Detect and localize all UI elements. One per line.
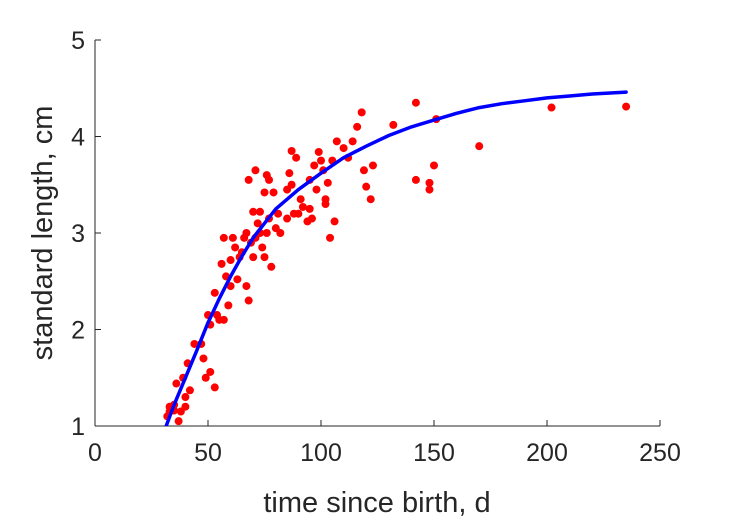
data-point: [332, 137, 341, 146]
data-point: [190, 339, 199, 348]
data-point: [258, 243, 267, 252]
data-point: [210, 288, 219, 297]
data-point: [317, 156, 325, 165]
data-point: [231, 243, 240, 252]
data-point: [276, 229, 285, 237]
data-point: [368, 161, 377, 170]
data-point: [296, 195, 305, 204]
data-point: [244, 296, 253, 305]
x-tick-label: 200: [526, 439, 568, 467]
data-point: [287, 180, 296, 189]
data-point: [249, 253, 258, 262]
data-point: [326, 233, 335, 242]
data-point: [298, 202, 307, 211]
data-point: [219, 233, 228, 242]
data-point: [283, 214, 292, 223]
data-point: [323, 178, 332, 187]
data-point: [228, 233, 237, 242]
x-tick-label: 50: [194, 439, 222, 467]
data-point: [185, 386, 194, 395]
data-point: [307, 214, 316, 223]
data-point: [357, 108, 366, 117]
data-point: [210, 383, 219, 392]
data-point: [219, 315, 228, 324]
x-ticks: 0 50 100 150 200 250: [88, 420, 681, 467]
data-point: [310, 161, 319, 170]
data-point: [253, 219, 262, 228]
y-tick-label: 5: [71, 27, 85, 55]
series-layer: [163, 90, 631, 426]
data-point: [366, 195, 375, 204]
data-point: [339, 144, 348, 153]
y-tick-label: 2: [71, 317, 85, 345]
data-point: [285, 169, 294, 178]
data-point: [389, 120, 398, 129]
data-point: [314, 147, 323, 156]
data-point: [262, 229, 271, 237]
data-point: [251, 166, 260, 175]
data-point: [260, 188, 269, 197]
y-axis-title: standard length, cm: [27, 106, 59, 361]
fit-curve-line: [164, 90, 628, 426]
data-point: [321, 200, 330, 209]
data-point: [267, 262, 276, 271]
data-point: [292, 153, 301, 162]
data-point: [181, 402, 190, 411]
data-point: [294, 209, 303, 218]
data-point: [206, 367, 215, 376]
x-tick-label: 100: [300, 439, 342, 467]
data-point: [224, 301, 233, 310]
y-ticks: 1 2 3 4 5: [71, 27, 101, 441]
data-point: [475, 142, 484, 151]
data-point: [312, 185, 321, 194]
data-point: [411, 175, 420, 184]
data-point: [199, 354, 208, 363]
data-point: [255, 207, 264, 216]
x-tick-label: 0: [88, 439, 102, 467]
data-point: [265, 175, 274, 184]
data-point: [172, 379, 181, 388]
y-tick-label: 3: [71, 220, 85, 248]
x-axis-title: time since birth, d: [263, 487, 490, 519]
data-point: [260, 253, 269, 262]
x-tick-label: 250: [639, 439, 681, 467]
data-point: [362, 182, 371, 191]
x-tick-label: 150: [413, 439, 455, 467]
data-point: [430, 161, 438, 170]
data-point: [425, 185, 434, 194]
data-point: [305, 204, 314, 213]
data-point: [274, 209, 283, 218]
data-point: [547, 103, 556, 112]
data-point: [425, 178, 434, 187]
data-point: [226, 256, 235, 265]
data-point: [181, 393, 190, 402]
data-point: [353, 122, 362, 131]
data-point: [330, 217, 339, 226]
y-tick-label: 1: [71, 413, 85, 441]
data-point: [348, 137, 357, 146]
y-tick-label: 4: [71, 124, 85, 152]
data-point: [287, 146, 296, 155]
data-point: [174, 417, 183, 426]
data-point: [242, 282, 251, 291]
data-point: [269, 188, 278, 197]
data-point: [233, 275, 242, 284]
data-point: [201, 373, 210, 382]
data-point: [242, 229, 251, 237]
data-point: [411, 98, 420, 107]
data-point: [217, 259, 226, 268]
data-point: [622, 102, 631, 111]
data-point: [249, 207, 258, 216]
data-point: [244, 175, 253, 184]
data-point: [359, 166, 368, 175]
